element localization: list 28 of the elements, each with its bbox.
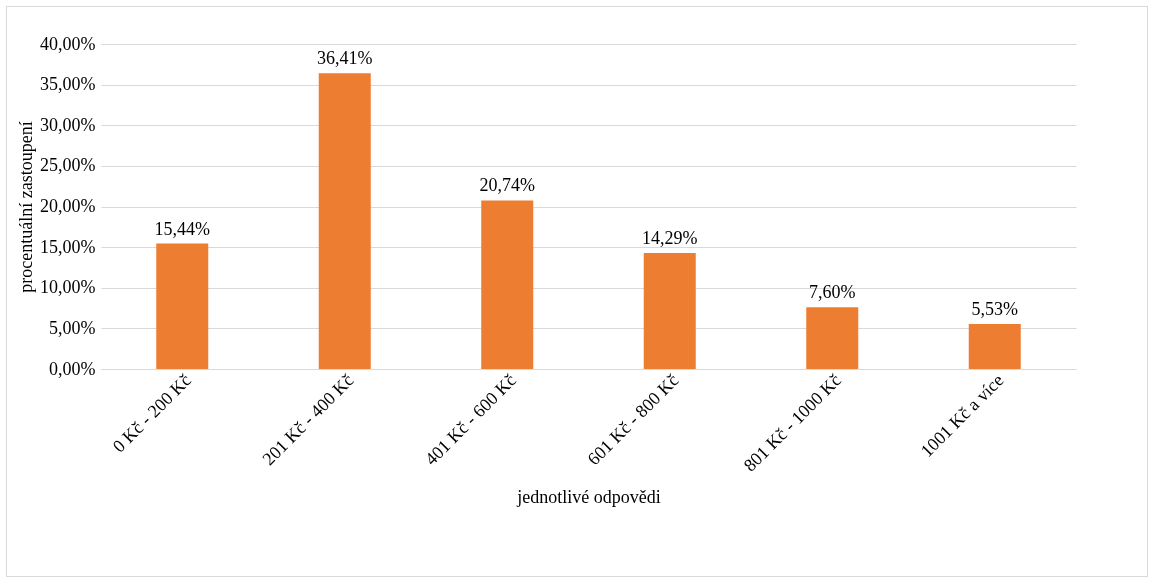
bar [643,252,696,369]
data-label: 7,60% [809,282,856,303]
x-tick-label: 1001 Kč a více [916,370,1008,461]
bar [318,73,371,369]
x-axis-title: jednotlivé odpovědi [516,487,661,508]
data-label: 36,41% [317,48,373,69]
data-label: 15,44% [154,218,210,239]
bar [481,200,534,369]
x-tick-label: 601 Kč - 800 Kč [583,370,683,470]
y-axis-title: procentuální zastoupení [16,121,37,293]
y-tick-label: 10,00% [40,277,96,298]
x-tick-label: 201 Kč - 400 Kč [258,370,358,470]
data-label: 20,74% [479,175,535,196]
data-label: 14,29% [642,227,698,248]
bar [806,307,859,369]
bar [968,324,1021,369]
y-tick-label: 40,00% [40,33,96,54]
y-tick-label: 25,00% [40,155,96,176]
y-tick-label: 30,00% [40,114,96,135]
data-label: 5,53% [971,299,1018,320]
y-tick-label: 0,00% [49,358,96,379]
x-tick-label: 0 Kč - 200 Kč [108,370,195,457]
bar [156,243,209,369]
y-tick-label: 15,00% [40,236,96,257]
y-tick-label: 5,00% [49,317,96,338]
y-tick-label: 35,00% [40,74,96,95]
x-tick-label: 401 Kč - 600 Kč [420,370,520,470]
y-tick-label: 20,00% [40,196,96,216]
